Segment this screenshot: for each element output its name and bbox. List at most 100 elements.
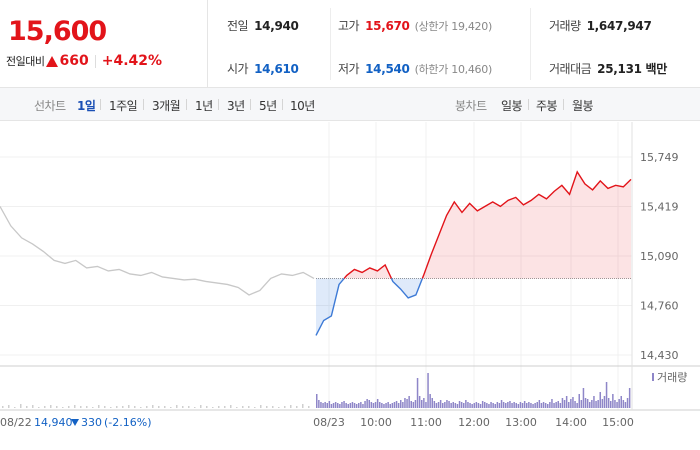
volume-bar [433,401,436,408]
volume-bar [561,398,564,408]
candle-daily-tab[interactable]: 일봉 [501,99,523,113]
volume-bar [519,402,522,408]
change-label: 전일대비 [6,55,45,68]
volume-bar [266,406,268,408]
volume-bar [477,403,480,408]
period-10y-tab[interactable]: 10년 [290,99,315,113]
loss-price-line [390,278,424,299]
volume-bar [565,396,568,408]
period-1w-tab[interactable]: 1주일 [109,99,138,113]
volume-bar [578,394,580,408]
volume-bar [376,399,379,408]
volume-bar [425,402,427,408]
volume-bar [502,402,505,408]
volume-bar [212,407,214,408]
volume-bar [595,401,597,408]
volume-bar [496,402,499,408]
stat-divider [530,8,531,80]
volume-bar [456,404,459,408]
volume-bar [360,402,362,408]
volume-bar [542,402,545,408]
stat-value: 15,670 [365,19,410,33]
period-3m-tab[interactable]: 3개월 [152,99,181,113]
stat-value: 14,540 [365,62,410,76]
volume-bar [444,402,446,408]
period-1y-tab[interactable]: 1년 [195,99,213,113]
volume-bar [486,403,488,408]
volume-bar [397,403,400,408]
period-3y-tab[interactable]: 3년 [227,99,245,113]
volume-bar [469,403,471,408]
stat-value: 14,940 [254,19,299,33]
stat-value: 14,610 [254,62,299,76]
volume-bar [182,406,184,408]
volume-bar [589,402,591,408]
volume-bar [8,405,10,408]
candle-monthly-tab[interactable]: 월봉 [572,99,594,113]
volume-bar [452,402,454,408]
toolbar-divider [100,99,101,110]
volume-bar [402,402,404,408]
candle-weekly-tab[interactable]: 주봉 [536,99,558,113]
prev-day-change-pct: (-2.16%) [104,416,152,429]
stat-open: 시가 14,610 [227,60,299,77]
volume-bar [523,401,526,408]
stat-label: 고가 [338,19,360,33]
volume-bar [429,394,431,408]
current-price-box: 15,600 전일대비 660 +4.42% [0,0,208,88]
volume-bar [517,404,520,408]
volume-bar [122,406,124,408]
x-tick-label: 13:00 [505,416,537,429]
volume-bar [628,388,631,408]
volume-bar [421,400,423,408]
volume-bar [393,402,396,408]
period-5y-tab[interactable]: 5년 [259,99,277,113]
volume-bar [20,404,22,408]
volume-bar [515,403,517,408]
x-tick-label: 11:00 [410,416,442,429]
gain-price-line [343,263,393,279]
volume-bar [98,405,100,408]
volume-bar [200,405,202,408]
stat-label: 저가 [338,62,360,76]
volume-bar [164,406,166,408]
gain-area-fill [422,171,631,279]
volume-bar [254,407,256,408]
stat-high: 고가 15,670 (상한가 19,420) [338,17,492,34]
volume-bar [479,404,482,408]
stat-divider [330,8,331,80]
volume-bar [563,400,566,408]
volume-bar [538,400,541,408]
volume-bar [580,400,583,408]
loss-price-line [315,277,345,336]
volume-bar [547,404,549,408]
stat-value: 25,131 백만 [597,62,668,76]
volume-bar [230,405,232,408]
volume-bar [374,402,377,408]
volume-bar [379,402,381,408]
volume-bar [494,404,496,408]
volume-bar [353,403,356,408]
gain-price-line [421,170,632,279]
line-chart-label: 선차트 [34,99,66,113]
volume-bar [152,405,154,408]
volume-bar [528,402,530,408]
volume-bar [387,402,389,408]
stat-label: 시가 [227,62,249,76]
volume-bar [465,400,467,408]
volume-bar [188,406,190,408]
volume-bar [290,405,292,408]
volume-bar [116,406,118,408]
volume-bar [358,403,360,408]
volume-bar [395,401,398,408]
change-percent: +4.42% [101,53,163,69]
volume-bar [355,404,358,408]
volume-bar [418,396,421,408]
intraday-price-chart[interactable]: 15,749 15,419 15,090 14,760 14,430 08/23 10:00… [0,122,700,450]
period-1d-tab[interactable]: 1일 [77,99,96,113]
x-tick-label: 12:00 [458,416,490,429]
volume-bar [616,402,618,408]
volume-bar [473,403,475,408]
volume-bar [74,405,76,408]
stat-volume: 거래량 1,647,947 [549,17,652,34]
